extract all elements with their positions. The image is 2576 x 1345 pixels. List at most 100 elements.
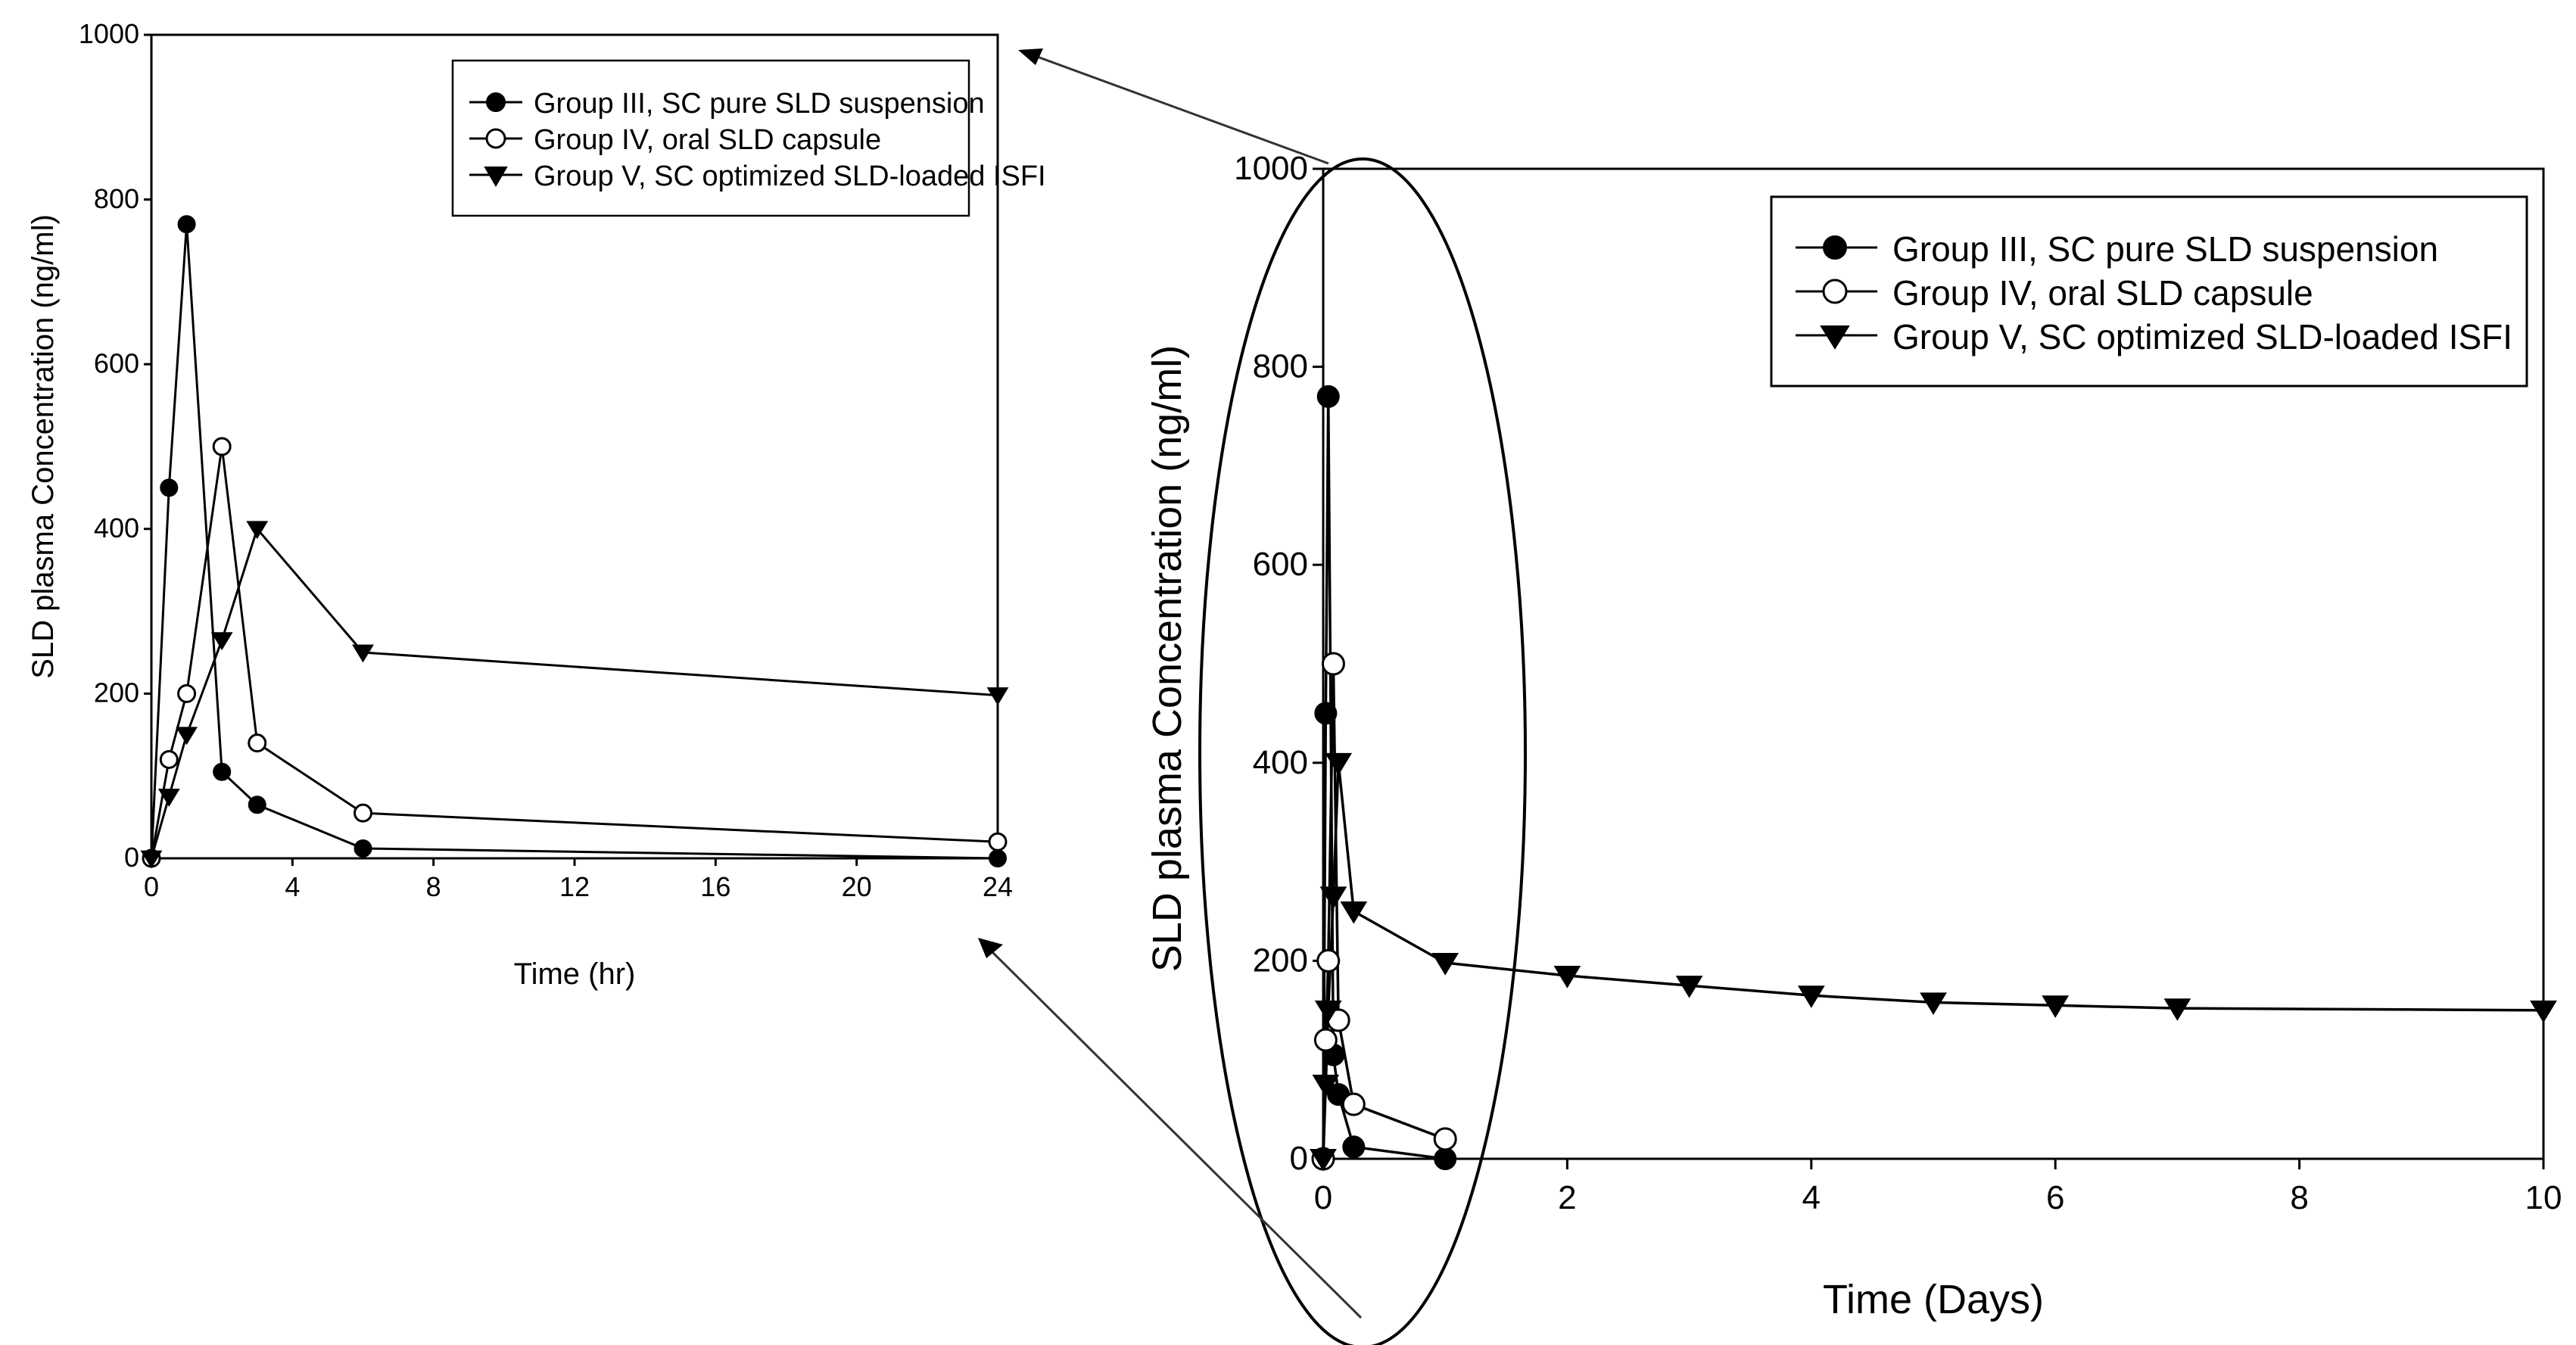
series-3-point (210, 632, 233, 651)
main-marks (1310, 385, 2557, 1172)
series-2-point (1321, 652, 1345, 676)
series-1-point (160, 478, 179, 497)
x-tick-label: 2 (1558, 1179, 1576, 1216)
series-1-point (213, 762, 232, 781)
zoom-highlight-ellipse (1198, 157, 1527, 1345)
triangle-down-marker-icon (484, 167, 508, 187)
series-3-point (1325, 752, 1353, 776)
series-3-point (1319, 886, 1347, 909)
series-2-point (354, 803, 372, 823)
series-1-point (354, 839, 372, 858)
series-line-3 (1322, 761, 2544, 1160)
series-3-point (1553, 966, 1581, 989)
y-tick-label: 600 (94, 347, 139, 378)
series-2-point (248, 733, 267, 753)
series-3-point (1310, 1149, 1337, 1172)
filled-circle-marker-icon (486, 92, 506, 112)
series-1-point (1342, 1135, 1366, 1159)
series-3-point (176, 727, 198, 746)
y-tick-label: 200 (94, 677, 139, 708)
series-3-point (1340, 901, 1368, 924)
series-2-point (159, 749, 179, 769)
series-2-point (1316, 948, 1341, 973)
triangle-down-marker-icon (1820, 325, 1850, 350)
series-3-point (1314, 1000, 1342, 1023)
inset-legend: Group III, SC pure SLD suspension Group … (451, 59, 1046, 217)
main-chart: 0 2 4 6 8 10 0 200 400 600 800 1000 Time (Days) SLD… (1145, 150, 2562, 1322)
series-line-1 (150, 223, 998, 860)
arrowhead-icon (1018, 48, 1043, 65)
series-3-point (140, 850, 163, 869)
x-tick-label: 10 (2525, 1179, 2562, 1216)
series-3-point (2530, 1000, 2557, 1023)
legend-label: Group III, SC pure SLD suspension (534, 88, 985, 120)
y-tick-label: 1000 (1234, 150, 1308, 187)
y-tick-label: 200 (1253, 942, 1308, 979)
series-3-point (1675, 976, 1703, 998)
y-tick-label: 400 (94, 512, 139, 543)
arrowhead-icon (978, 938, 1003, 958)
series-1-point (1434, 1147, 1457, 1170)
series-2-point (988, 832, 1008, 852)
x-tick-label: 4 (1802, 1179, 1821, 1216)
legend-label: Group IV, oral SLD capsule (534, 124, 881, 156)
y-tick-label: 400 (1253, 744, 1308, 781)
inset-y-axis-title: SLD plasma Concentration (ng/ml) (26, 214, 60, 679)
main-legend-entry-3: Group V, SC optimized SLD-loaded ISFI (1796, 317, 2512, 356)
series-3-point (2163, 998, 2191, 1021)
y-tick-label: 600 (1253, 546, 1308, 583)
x-tick-label: 16 (700, 871, 730, 902)
inset-legend-entry-1: Group III, SC pure SLD suspension (469, 88, 985, 120)
series-2-point (177, 683, 197, 703)
series-3-point (1920, 992, 1947, 1015)
series-line-2 (150, 445, 998, 859)
y-tick-label: 0 (1290, 1140, 1308, 1177)
series-2-point (1433, 1127, 1457, 1151)
x-tick-label: 8 (426, 871, 441, 902)
x-tick-label: 20 (842, 871, 872, 902)
inset-legend-entry-2: Group IV, oral SLD capsule (469, 124, 881, 156)
series-1-point (1316, 385, 1340, 408)
main-y-axis-title: SLD plasma Concentration (ng/ml) (1145, 345, 1190, 972)
main-axis-ticks: 0 2 4 6 8 10 0 200 400 600 800 1000 (1234, 150, 2562, 1216)
series-1-point (1314, 702, 1338, 725)
series-3-point (1797, 985, 1825, 1008)
series-2-point (1341, 1092, 1366, 1116)
open-circle-marker-icon (485, 128, 506, 149)
legend-label: Group V, SC optimized SLD-loaded ISFI (1892, 317, 2512, 356)
y-tick-label: 800 (94, 183, 139, 214)
series-2-point (212, 437, 232, 456)
inset-legend-entry-3: Group V, SC optimized SLD-loaded ISFI (469, 160, 1046, 192)
series-line-3 (150, 528, 998, 859)
series-1-point (177, 215, 196, 234)
x-tick-label: 0 (1314, 1179, 1332, 1216)
x-tick-label: 12 (559, 871, 590, 902)
x-tick-label: 0 (144, 871, 159, 902)
series-2-point (1313, 1028, 1338, 1052)
series-3-point (1312, 1074, 1340, 1097)
open-circle-marker-icon (1822, 279, 1848, 304)
series-3-point (986, 687, 1009, 706)
series-3-point (246, 521, 269, 540)
x-tick-label: 6 (2046, 1179, 2064, 1216)
main-x-axis-title: Time (Days) (1823, 1277, 2044, 1322)
legend-label: Group III, SC pure SLD suspension (1892, 229, 2438, 269)
y-tick-label: 0 (124, 842, 139, 873)
zoom-arrow-bottom (978, 938, 1363, 1319)
series-1-point (248, 795, 266, 814)
y-tick-label: 800 (1253, 348, 1308, 385)
x-tick-label: 24 (983, 871, 1013, 902)
series-3-point (352, 644, 374, 663)
zoom-annotation (978, 48, 1527, 1345)
y-tick-label: 1000 (79, 18, 139, 49)
legend-label: Group V, SC optimized SLD-loaded ISFI (534, 160, 1046, 192)
inset-x-axis-title: Time (hr) (514, 957, 636, 991)
main-legend: Group III, SC pure SLD suspension Group … (1770, 195, 2528, 388)
inset-legend-box (451, 59, 970, 217)
x-tick-label: 8 (2290, 1179, 2308, 1216)
legend-label: Group IV, oral SLD capsule (1892, 273, 2313, 313)
main-legend-entry-1: Group III, SC pure SLD suspension (1796, 229, 2438, 269)
series-3-point (1431, 953, 1459, 976)
zoom-arrow-top (1018, 48, 1329, 165)
